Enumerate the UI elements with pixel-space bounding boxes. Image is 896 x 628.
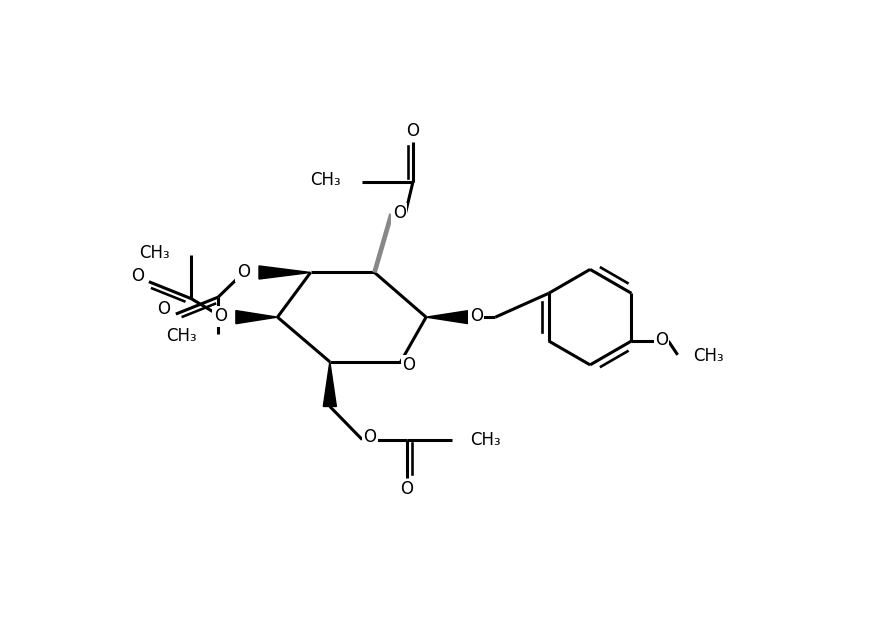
Text: O: O [364,428,376,447]
Text: O: O [237,263,250,281]
Text: O: O [401,480,413,498]
Text: CH₃: CH₃ [693,347,724,365]
Polygon shape [259,266,311,279]
Text: O: O [407,122,419,140]
Text: CH₃: CH₃ [166,327,196,345]
Text: O: O [392,204,406,222]
Polygon shape [426,311,469,323]
Text: O: O [655,331,668,349]
Polygon shape [323,362,336,406]
Text: O: O [157,300,170,318]
Text: CH₃: CH₃ [310,171,340,189]
Text: O: O [402,356,415,374]
Text: O: O [470,306,483,325]
Polygon shape [236,311,278,323]
Text: O: O [213,307,227,325]
Text: O: O [132,268,144,285]
Text: CH₃: CH₃ [139,244,169,263]
Text: CH₃: CH₃ [470,431,501,448]
